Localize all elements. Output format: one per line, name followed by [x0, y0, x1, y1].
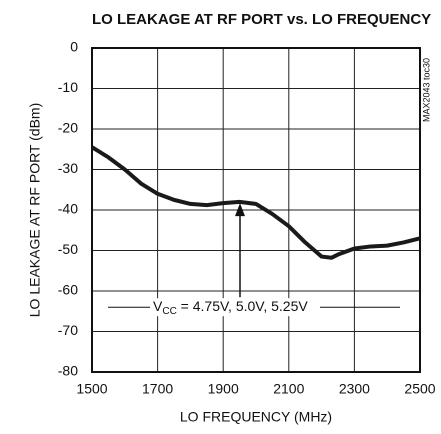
- y-tick-label: -80: [58, 363, 78, 379]
- x-tick-label: 1900: [208, 381, 239, 397]
- y-tick-label: -40: [58, 201, 78, 217]
- annotation-bg: [150, 298, 320, 317]
- y-tick-label: -20: [58, 120, 78, 136]
- x-tick-label: 2300: [339, 381, 370, 397]
- y-axis-label: LO LEAKAGE AT RF PORT (dBm): [27, 103, 43, 317]
- annotation-sub: CC: [162, 306, 176, 317]
- y-tick-label: -60: [58, 282, 78, 298]
- x-axis-label: LO FREQUENCY (MHz): [180, 409, 332, 425]
- data-line: [90, 145, 421, 260]
- side-note: MAX2043 toc30: [421, 58, 431, 122]
- y-tick-label: -10: [58, 79, 78, 95]
- plot-frame: [91, 47, 421, 373]
- y-tick-label: 0: [70, 39, 78, 55]
- x-tick-label: 1700: [142, 381, 173, 397]
- annotation-text: V: [153, 298, 163, 314]
- x-tick-label: 2500: [404, 381, 435, 397]
- annotation-rest: = 4.75V, 5.0V, 5.25V: [177, 298, 309, 314]
- y-tick-label: -30: [58, 160, 78, 176]
- y-tick-label: -50: [58, 241, 78, 257]
- x-tick-label: 1500: [76, 381, 107, 397]
- y-tick-label: -70: [58, 322, 78, 338]
- chart-title: LO LEAKAGE AT RF PORT vs. LO FREQUENCY: [92, 11, 431, 28]
- annotation: VCC = 4.75V, 5.0V, 5.25V: [153, 298, 308, 317]
- x-tick-label: 2100: [273, 381, 304, 397]
- arrow-head: [235, 203, 245, 217]
